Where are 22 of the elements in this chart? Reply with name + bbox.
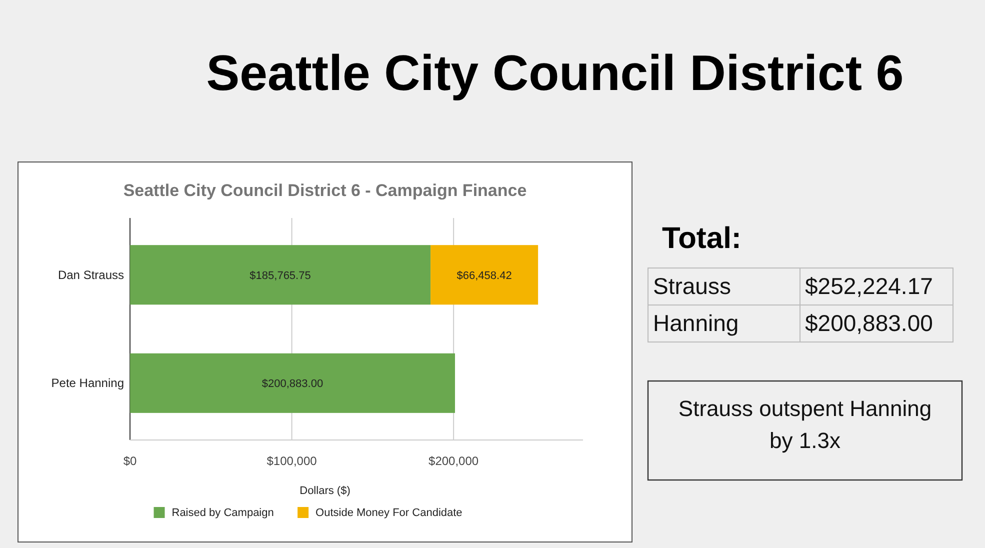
text: Total: [662, 222, 742, 255]
text: $252,224.17 [805, 273, 933, 299]
y-tick-label: Dan Strauss [58, 268, 124, 282]
x-tick-label: $100,000 [266, 454, 318, 468]
category-label: Hanning [653, 310, 739, 336]
chart-title: Seattle City Council District 6 - Campaign Finance [123, 181, 527, 200]
y-tick-label: Pete Hanning [51, 376, 124, 390]
text: $200,883.00 [805, 310, 933, 336]
text: Strauss outspent Hanning by 1.3x [678, 396, 932, 453]
bar [130, 245, 431, 305]
x-axis-title: Dollars ($) [300, 485, 350, 497]
data-label: $200,883.00 [262, 378, 324, 390]
text: Seattle City Council District 6 [206, 45, 904, 101]
bar [130, 353, 455, 413]
data-label: $185,765.75 [250, 270, 311, 282]
x-tick-label: $0 [123, 454, 137, 468]
x-tick-label: $200,000 [428, 454, 479, 468]
data-label: $66,458.42 [456, 270, 512, 282]
legend-label: Outside Money For Candidate [316, 507, 462, 519]
category-label: Strauss [653, 273, 731, 299]
legend-label: Raised by Campaign [172, 507, 274, 519]
bar [430, 245, 538, 305]
